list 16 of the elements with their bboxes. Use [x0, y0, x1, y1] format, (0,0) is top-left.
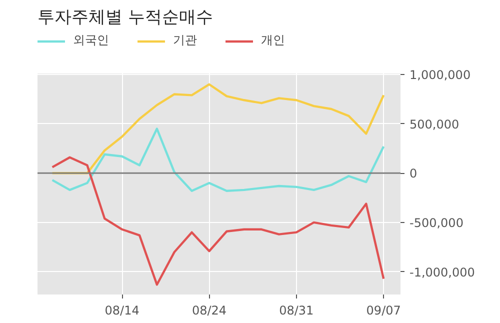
- y-tick-label: 0: [410, 166, 418, 181]
- legend-label: 개인: [261, 32, 285, 49]
- line-series: [51, 128, 385, 192]
- x-tick-label: 08/14: [104, 304, 140, 318]
- chart-title: 투자주체별 누적순매수: [38, 8, 213, 28]
- y-tick-label: -1,000,000: [410, 265, 475, 280]
- x-tick-label: 08/24: [192, 304, 227, 318]
- y-tick-label: -500,000: [410, 216, 464, 230]
- x-tick-label: 08/31: [279, 304, 314, 318]
- line-series: [51, 156, 385, 286]
- legend-label: 외국인: [73, 32, 109, 49]
- legend-label: 기관: [173, 32, 197, 49]
- y-tick-label: 500,000: [410, 117, 460, 132]
- x-tick-label: 09/07: [366, 304, 401, 318]
- line-series: [51, 83, 385, 174]
- y-tick-label: 1,000,000: [410, 68, 471, 82]
